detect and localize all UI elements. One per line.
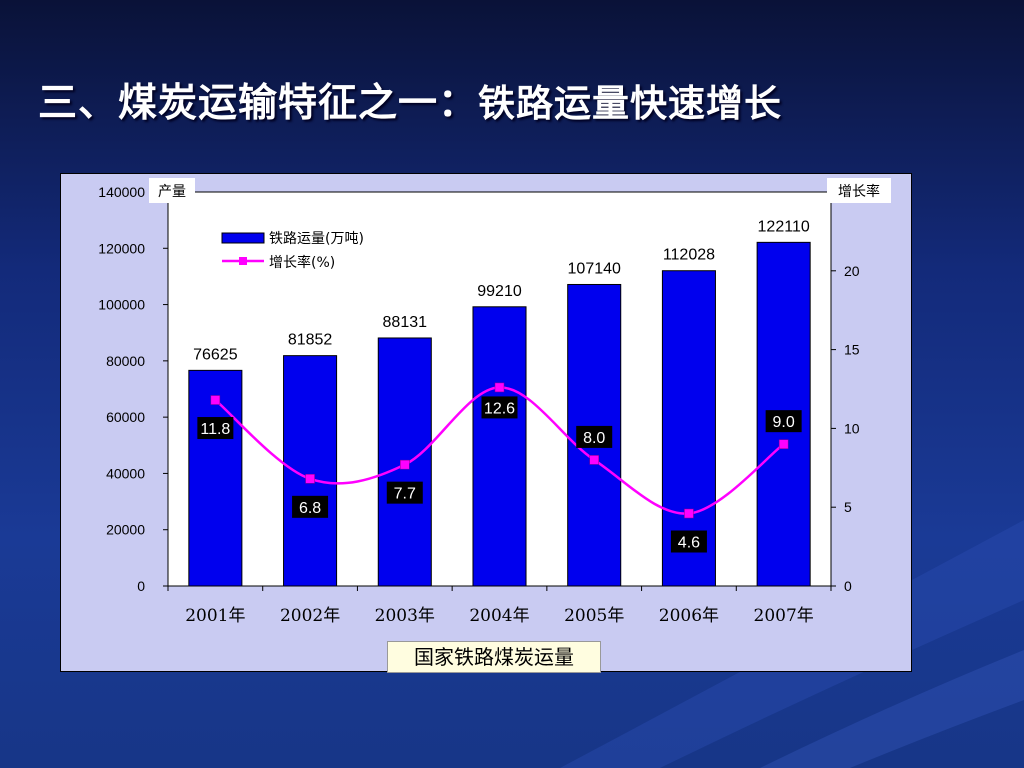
x-axis-category-label: 2002年	[280, 606, 340, 626]
growth-rate-label-box	[576, 425, 613, 448]
right-axis-title: 增长率	[838, 183, 880, 200]
bar-value-label: 88131	[383, 314, 428, 331]
bar	[472, 306, 527, 587]
growth-rate-label: 8.0	[583, 430, 605, 447]
slide-title-sub: 铁路运量快速增长	[478, 81, 783, 125]
bar-value-label: 112028	[663, 247, 715, 264]
slide-title: 三、煤炭运输特征之一：铁路运量快速增长	[38, 72, 782, 128]
bar-value-label: 76625	[193, 346, 238, 363]
growth-rate-label-box	[765, 410, 802, 433]
growth-rate-marker	[589, 455, 599, 465]
right-axis-tick-label: 0	[844, 578, 852, 594]
growth-rate-marker	[400, 459, 410, 470]
slide-title-main: 三、煤炭运输特征之一：	[38, 81, 479, 126]
growth-rate-marker	[494, 382, 505, 393]
growth-rate-label: 4.6	[678, 535, 700, 552]
x-axis-category-label: 2006年	[659, 606, 719, 626]
right-axis-title-box	[827, 178, 891, 203]
growth-rate-marker	[778, 439, 789, 449]
left-axis-tick-label: 20000	[106, 522, 145, 538]
left-axis-tick-label: 40000	[106, 465, 145, 481]
x-axis-category-label: 2007年	[754, 606, 814, 626]
bar	[188, 369, 243, 587]
right-axis-tick-label: 10	[844, 420, 860, 436]
legend-bar-swatch	[221, 232, 265, 244]
right-axis-tick-label: 15	[844, 342, 860, 358]
growth-rate-marker	[305, 474, 315, 484]
growth-rate-label: 6.8	[299, 500, 321, 517]
left-axis-title-box	[149, 178, 195, 203]
legend-line-marker	[239, 257, 247, 265]
rail-coal-chart: 0 20000 40000 60000 80000 100000 120000 140000 0…	[98, 178, 891, 626]
chart-caption: 国家铁路煤炭运量	[387, 641, 601, 673]
growth-rate-label: 12.6	[484, 400, 515, 417]
growth-rate-label: 11.8	[200, 421, 230, 438]
left-axis-tick-label: 0	[137, 578, 145, 594]
right-axis-tick-label: 5	[844, 499, 852, 515]
left-axis-tick-label: 100000	[98, 297, 145, 313]
growth-rate-marker	[210, 395, 221, 405]
bar-value-label: 122110	[758, 218, 810, 235]
x-axis-category-label: 2005年	[564, 606, 624, 626]
left-axis-tick-label: 120000	[98, 240, 145, 256]
growth-rate-label-box	[481, 396, 518, 419]
bar	[283, 355, 338, 587]
growth-rate-label-box	[670, 530, 707, 553]
growth-rate-label: 7.7	[394, 486, 416, 503]
x-axis-category-label: 2003年	[375, 606, 435, 626]
chart-frame: 0 20000 40000 60000 80000 100000 120000 140000 0…	[60, 173, 912, 672]
left-axis-tick-label: 140000	[98, 184, 145, 200]
bar-value-label: 99210	[477, 283, 522, 300]
legend-bar-label: 铁路运量(万吨)	[269, 231, 364, 247]
x-axis-category-label: 2004年	[469, 606, 529, 626]
growth-rate-label-box	[292, 495, 329, 518]
growth-rate-label-box	[386, 481, 423, 504]
bar-value-label: 107140	[568, 260, 621, 277]
growth-rate-label: 9.0	[773, 414, 795, 431]
growth-rate-marker	[684, 508, 694, 519]
bar-value-label: 81852	[288, 332, 333, 349]
right-axis-tick-label: 20	[844, 263, 860, 279]
left-axis-tick-label: 80000	[106, 353, 145, 369]
left-axis-tick-label: 60000	[106, 409, 145, 425]
legend-line-label: 增长率(%)	[269, 254, 335, 271]
growth-rate-label-box	[197, 417, 234, 440]
left-axis-title: 产量	[158, 184, 186, 200]
x-axis-category-label: 2001年	[185, 606, 245, 626]
